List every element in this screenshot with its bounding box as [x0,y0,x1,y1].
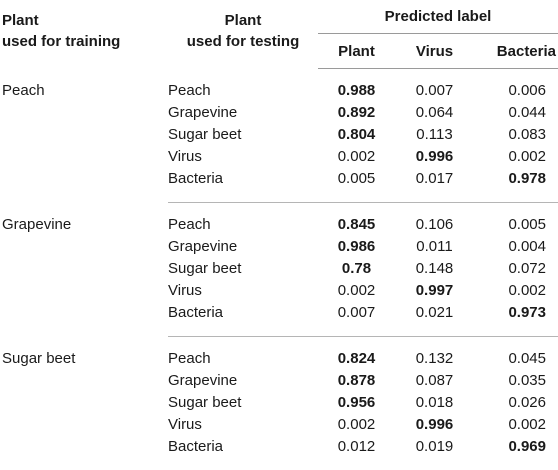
score-virus-cell: 0.019 [395,436,474,470]
table-header: Plant used for training Plant used for t… [0,0,558,69]
score-plant-cell: 0.007 [318,302,395,337]
score-virus-cell: 0.997 [395,280,474,302]
testing-plant-cell: Grapevine [168,236,318,258]
score-bacteria-cell: 0.973 [474,302,558,337]
score-virus-cell: 0.017 [395,168,474,203]
score-plant-cell: 0.804 [318,124,395,146]
score-bacteria-cell: 0.035 [474,370,558,392]
score-plant-cell: 0.892 [318,102,395,124]
testing-plant-cell: Peach [168,69,318,103]
results-table-container: Plant used for training Plant used for t… [0,0,558,447]
score-bacteria-cell: 0.978 [474,168,558,203]
score-virus-cell: 0.996 [395,414,474,436]
score-bacteria-cell: 0.002 [474,414,558,436]
header-test-line2: used for testing [187,33,300,50]
score-virus-cell: 0.011 [395,236,474,258]
score-plant-cell: 0.986 [318,236,395,258]
score-bacteria-cell: 0.004 [474,236,558,258]
score-plant-cell: 0.002 [318,414,395,436]
testing-plant-cell: Sugar beet [168,258,318,280]
score-virus-cell: 0.064 [395,102,474,124]
header-col-plant: Plant [318,34,395,69]
score-virus-cell: 0.148 [395,258,474,280]
testing-plant-cell: Peach [168,203,318,237]
score-bacteria-cell: 0.044 [474,102,558,124]
header-train-line1: Plant [2,12,39,29]
training-plant-cell: Sugar beet [0,337,168,470]
score-bacteria-cell: 0.026 [474,392,558,414]
score-bacteria-cell: 0.969 [474,436,558,470]
header-test-plant: Plant used for testing [168,0,318,69]
score-plant-cell: 0.845 [318,203,395,237]
score-bacteria-cell: 0.006 [474,69,558,103]
header-col-bacteria: Bacteria [474,34,558,69]
score-virus-cell: 0.018 [395,392,474,414]
testing-plant-cell: Grapevine [168,102,318,124]
testing-plant-cell: Bacteria [168,168,318,203]
training-plant-cell: Peach [0,69,168,203]
score-virus-cell: 0.087 [395,370,474,392]
testing-plant-cell: Peach [168,337,318,371]
header-test-line1: Plant [225,12,262,29]
testing-plant-cell: Bacteria [168,436,318,470]
score-bacteria-cell: 0.072 [474,258,558,280]
score-bacteria-cell: 0.005 [474,203,558,237]
testing-plant-cell: Virus [168,280,318,302]
testing-plant-cell: Sugar beet [168,124,318,146]
score-bacteria-cell: 0.045 [474,337,558,371]
score-virus-cell: 0.021 [395,302,474,337]
score-plant-cell: 0.956 [318,392,395,414]
score-plant-cell: 0.988 [318,69,395,103]
training-plant-cell: Grapevine [0,203,168,337]
header-train-line2: used for training [2,33,120,50]
header-predicted-label: Predicted label [318,0,558,34]
score-plant-cell: 0.012 [318,436,395,470]
score-virus-cell: 0.113 [395,124,474,146]
score-virus-cell: 0.007 [395,69,474,103]
testing-plant-cell: Virus [168,146,318,168]
score-bacteria-cell: 0.002 [474,280,558,302]
score-plant-cell: 0.78 [318,258,395,280]
score-virus-cell: 0.996 [395,146,474,168]
score-plant-cell: 0.824 [318,337,395,371]
score-plant-cell: 0.002 [318,280,395,302]
score-plant-cell: 0.002 [318,146,395,168]
score-plant-cell: 0.005 [318,168,395,203]
score-plant-cell: 0.878 [318,370,395,392]
testing-plant-cell: Bacteria [168,302,318,337]
score-virus-cell: 0.132 [395,337,474,371]
header-train-plant: Plant used for training [0,0,168,69]
score-virus-cell: 0.106 [395,203,474,237]
testing-plant-cell: Sugar beet [168,392,318,414]
score-bacteria-cell: 0.083 [474,124,558,146]
testing-plant-cell: Grapevine [168,370,318,392]
header-col-virus: Virus [395,34,474,69]
score-bacteria-cell: 0.002 [474,146,558,168]
testing-plant-cell: Virus [168,414,318,436]
